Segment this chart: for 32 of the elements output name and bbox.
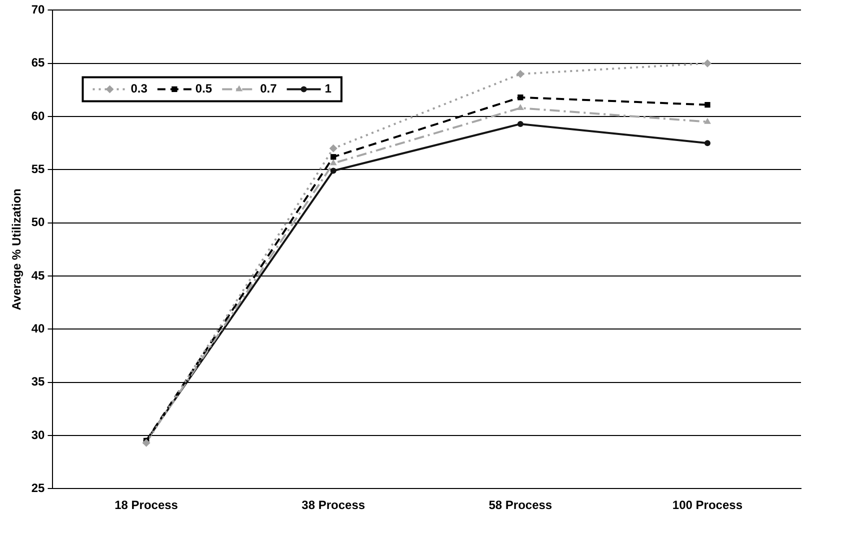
y-tick-label: 50 — [31, 215, 46, 230]
x-tick-label: 38 Process — [302, 498, 366, 512]
x-tick-label: 58 Process — [488, 498, 552, 512]
y-tick-label: 70 — [31, 2, 46, 17]
point — [703, 59, 712, 68]
y-tick-label: 40 — [31, 321, 46, 336]
point — [516, 104, 524, 110]
y-tick-label: 60 — [31, 108, 46, 123]
point — [704, 140, 710, 146]
legend-label: 0.5 — [195, 82, 212, 96]
point — [704, 118, 711, 124]
point — [704, 102, 710, 108]
point — [330, 159, 337, 166]
point — [329, 144, 338, 152]
y-tick-label: 25 — [31, 480, 46, 495]
point — [330, 154, 336, 160]
y-tick-label: 65 — [31, 56, 46, 70]
point — [516, 70, 524, 78]
legend-label: 0.3 — [130, 82, 148, 96]
point — [330, 168, 336, 174]
y-tick-label: 45 — [31, 268, 46, 282]
x-tick-label: 18 Process — [114, 498, 178, 512]
y-tick-label: 55 — [31, 162, 46, 176]
legend-label: 0.7 — [260, 82, 278, 96]
point — [517, 120, 524, 127]
y-tick-label: 30 — [31, 428, 46, 442]
point — [518, 94, 524, 100]
point — [142, 438, 150, 447]
y-axis-title: Average % Utilization — [10, 188, 24, 310]
x-tick-label: 100 Process — [672, 498, 743, 512]
y-tick-label: 35 — [31, 374, 46, 389]
legend-label: 1 — [324, 82, 332, 96]
